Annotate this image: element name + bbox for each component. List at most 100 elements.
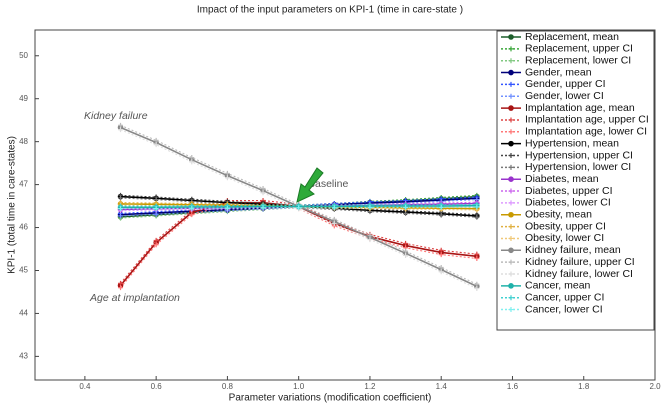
x-tick-label: 0.8 <box>222 382 234 391</box>
legend-label: Kidney failure, upper CI <box>525 256 635 268</box>
point <box>474 281 480 287</box>
legend-box <box>496 30 655 331</box>
point <box>367 232 373 238</box>
legend-label: Replacement, mean <box>525 31 619 43</box>
point <box>508 235 514 241</box>
point <box>224 170 230 176</box>
x-tick-label: 0.6 <box>151 382 163 391</box>
series-line <box>120 204 477 289</box>
point <box>367 237 373 243</box>
legend-label: Hypertension, mean <box>525 137 619 149</box>
annotation: Kidney failure <box>84 110 148 122</box>
y-tick-label: 46 <box>19 223 28 232</box>
point <box>331 205 337 211</box>
legend-label: Cancer, upper CI <box>525 291 604 303</box>
point <box>153 142 159 148</box>
point <box>508 129 514 135</box>
legend-label: Gender, upper CI <box>525 78 606 90</box>
y-tick-label: 44 <box>19 309 28 318</box>
x-tick-label: 1.4 <box>436 382 448 391</box>
point <box>508 164 514 170</box>
series-line <box>120 199 477 217</box>
point <box>189 159 195 165</box>
point <box>403 240 409 246</box>
point <box>508 117 514 123</box>
point <box>189 205 195 211</box>
point <box>474 204 480 210</box>
point <box>508 307 514 313</box>
point <box>403 252 409 258</box>
point <box>508 188 514 194</box>
x-tick-label: 2.0 <box>649 382 661 391</box>
series-line <box>120 204 477 211</box>
point <box>403 210 409 216</box>
point <box>260 205 266 211</box>
point <box>118 280 124 286</box>
point <box>508 259 514 265</box>
series-line <box>120 124 478 285</box>
series-line <box>120 206 477 210</box>
point <box>153 242 159 248</box>
point <box>438 247 444 253</box>
point <box>153 137 159 143</box>
point <box>189 155 195 161</box>
point <box>118 213 124 219</box>
chart-title: Impact of the input parameters on KPI-1 … <box>197 5 463 16</box>
point <box>153 206 159 212</box>
point <box>118 285 124 291</box>
point <box>508 283 514 289</box>
legend-label: Implantation age, mean <box>525 102 635 114</box>
y-tick-label: 48 <box>19 137 28 146</box>
point <box>508 295 514 301</box>
point <box>508 271 514 277</box>
y-tick-label: 50 <box>19 51 28 60</box>
annotation: Age at implantation <box>89 292 180 304</box>
point <box>367 204 373 210</box>
legend-label: Replacement, lower CI <box>525 54 631 66</box>
y-tick-label: 45 <box>19 266 28 275</box>
legend-label: Gender, mean <box>525 66 592 78</box>
point <box>438 252 444 258</box>
point <box>403 204 409 210</box>
point <box>508 46 514 52</box>
point <box>153 211 159 217</box>
point <box>508 93 514 99</box>
series-line <box>120 194 477 217</box>
point <box>438 269 444 275</box>
x-axis-label: Parameter variations (modification coeff… <box>229 393 432 404</box>
point <box>331 221 337 227</box>
point <box>403 248 409 254</box>
legend-label: Gender, lower CI <box>525 90 604 102</box>
x-tick-label: 1.0 <box>293 382 305 391</box>
series-line <box>120 129 478 290</box>
point <box>474 214 480 220</box>
series-line <box>120 197 477 218</box>
point <box>438 264 444 270</box>
legend-label: Implantation age, upper CI <box>525 114 649 126</box>
legend-label: Implantation age, lower CI <box>525 126 647 138</box>
point <box>508 58 514 64</box>
point <box>474 286 480 292</box>
point <box>474 255 480 261</box>
legend-label: Obesity, mean <box>525 209 592 221</box>
point <box>331 216 337 222</box>
x-tick-label: 1.6 <box>507 382 519 391</box>
series-line <box>120 194 477 216</box>
baseline-arrow <box>296 167 324 203</box>
plot-area <box>117 122 480 292</box>
point <box>438 204 444 210</box>
point <box>260 190 266 196</box>
point <box>508 69 514 76</box>
point <box>508 140 514 147</box>
point <box>118 122 124 128</box>
point <box>260 185 266 191</box>
x-tick-label: 0.4 <box>79 382 91 391</box>
point <box>508 200 514 206</box>
legend-label: Obesity, lower CI <box>525 232 604 244</box>
legend-label: Replacement, upper CI <box>525 43 633 55</box>
legend-label: Kidney failure, lower CI <box>525 268 633 280</box>
point <box>508 153 514 158</box>
